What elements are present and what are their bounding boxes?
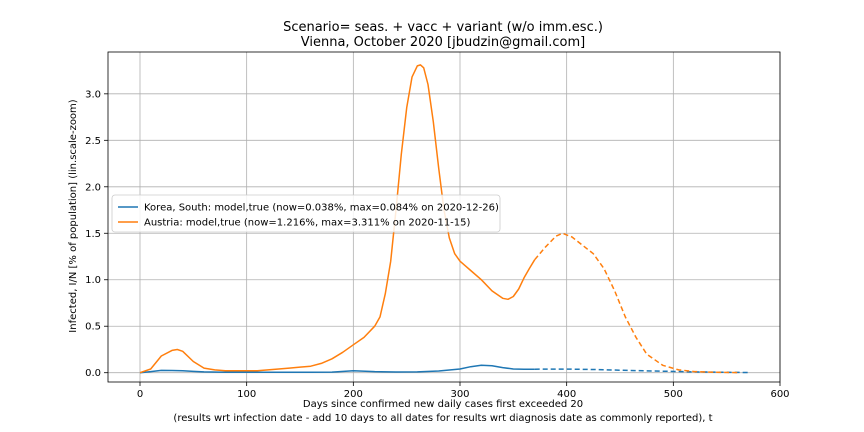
y-tick-label: 0.0 [85, 368, 101, 379]
series-line-austria-projection [534, 232, 738, 374]
legend-entry-korea: Korea, South: model,true (now=0.038%, ma… [144, 203, 499, 214]
x-axis-label: Days since confirmed new daily cases fir… [303, 399, 583, 410]
series-layer [139, 64, 749, 374]
y-tick-label: 1.0 [85, 275, 101, 286]
y-tick-label: 0.5 [85, 322, 101, 333]
legend: Korea, South: model,true (now=0.038%, ma… [111, 194, 501, 233]
legend-entry-austria: Austria: model,true (now=1.216%, max=3.3… [144, 218, 471, 229]
x-tick-label: 600 [770, 389, 789, 400]
chart-title: Scenario= seas. + vacc + variant (w/o im… [283, 20, 603, 35]
grid-lines [108, 52, 781, 382]
x-axis-ticks: 0 100 200 300 400 500 600 [137, 382, 790, 400]
y-axis-label: Infected, I/N [% of population] (lin.sca… [68, 99, 79, 332]
y-tick-label: 1.5 [85, 229, 101, 240]
y-axis-ticks: 0.0 0.5 1.0 1.5 2.0 2.5 3.0 [85, 89, 108, 379]
x-tick-label: 400 [557, 389, 576, 400]
chart-subtitle: Vienna, October 2020 [jbudzin@gmail.com] [301, 35, 585, 50]
x-tick-label: 0 [137, 389, 143, 400]
series-line-korea-projection [534, 368, 749, 374]
x-tick-label: 300 [450, 389, 469, 400]
series-line-korea-model [139, 364, 535, 374]
y-tick-label: 2.0 [85, 182, 101, 193]
y-tick-label: 3.0 [85, 89, 101, 100]
x-tick-label: 200 [344, 389, 363, 400]
x-axis-label-note: (results wrt infection date - add 10 day… [173, 413, 712, 424]
plot-frame [107, 51, 781, 383]
x-tick-label: 500 [664, 389, 683, 400]
legend-box [111, 194, 501, 233]
y-tick-label: 2.5 [85, 136, 101, 147]
x-tick-label: 100 [237, 389, 256, 400]
series-line-austria-model [139, 64, 536, 374]
